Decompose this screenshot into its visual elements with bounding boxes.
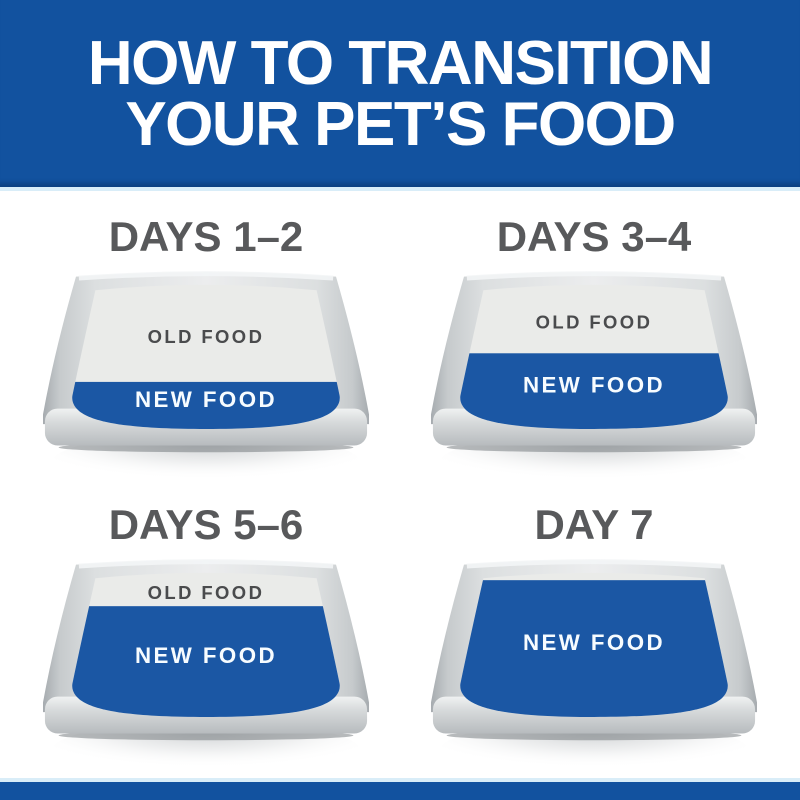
bowl-rim-highlight — [78, 271, 334, 281]
page-title-line1: HOW TO TRANSITION — [87, 28, 714, 98]
new-food-region — [460, 580, 728, 717]
pet-food-bowl-graphic: NEW FOOD — [431, 559, 757, 781]
new-food-region — [72, 606, 340, 717]
pet-food-bowl-graphic: OLD FOOD NEW FOOD — [43, 271, 369, 493]
panel-days-5-6: DAYS 5–6 OLD FOOD NEW FOOD — [41, 501, 371, 781]
pet-food-bowl-graphic: OLD FOOD NEW FOOD — [43, 559, 369, 781]
pet-food-bowl-graphic: OLD FOOD NEW FOOD — [431, 271, 757, 493]
bowl-rim-highlight — [78, 559, 334, 569]
old-food-label: OLD FOOD — [536, 312, 653, 333]
panel-label: DAYS 5–6 — [108, 501, 304, 548]
panel-days-3-4: DAYS 3–4 OLD FOOD NEW FOOD — [429, 213, 759, 493]
panel-label: DAY 7 — [534, 501, 654, 548]
old-food-label: OLD FOOD — [148, 582, 265, 603]
old-food-label: OLD FOOD — [148, 326, 265, 347]
panel-label: DAYS 3–4 — [496, 213, 692, 260]
panel-day-7: DAY 7 NEW FOOD — [429, 501, 759, 781]
panel-days-1-2: DAYS 1–2 OLD FOOD NEW FOOD — [41, 213, 371, 493]
new-food-region — [460, 353, 728, 429]
panels-grid: DAYS 1–2 OLD FOOD NEW FOOD DAYS 3–4 — [0, 191, 800, 781]
new-food-label: NEW FOOD — [523, 373, 665, 398]
page-title-line2: YOUR PET’S FOOD — [125, 89, 676, 159]
footer-bar — [0, 778, 800, 800]
new-food-region — [72, 381, 340, 429]
new-food-label: NEW FOOD — [135, 387, 277, 412]
panel-label: DAYS 1–2 — [108, 213, 304, 260]
header-banner: HOW TO TRANSITION YOUR PET’S FOOD — [0, 0, 800, 191]
new-food-label: NEW FOOD — [135, 643, 277, 668]
new-food-label: NEW FOOD — [523, 630, 665, 655]
bowl-rim-highlight — [466, 271, 722, 281]
bowl-rim-highlight — [466, 559, 722, 569]
